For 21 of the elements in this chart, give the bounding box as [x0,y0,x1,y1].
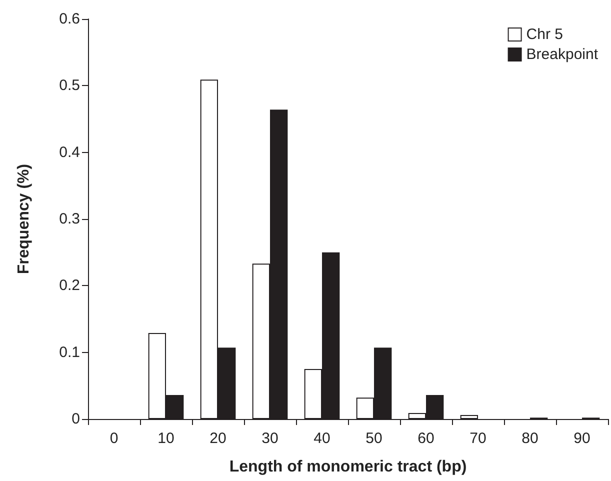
legend-label: Chr 5 [526,26,563,43]
y-tick-label: 0.4 [59,144,80,161]
y-axis-title: Frequency (%) [16,164,32,274]
x-tick-label: 50 [366,430,382,447]
y-tick-label: 0.5 [59,77,80,94]
legend-label: Breakpoint [526,46,599,63]
x-tick-label: 40 [314,430,330,447]
x-tick-label: 80 [522,430,538,447]
x-tick-label: 90 [574,430,590,447]
y-tick-label: 0.6 [59,10,80,28]
x-tick-label: 60 [418,430,434,447]
y-tick-label: 0.1 [59,344,80,361]
x-tick-label: 10 [158,430,174,447]
x-axis-title: Length of monomeric tract (bp) [229,458,467,476]
x-tick-label: 70 [470,430,486,447]
y-tick-label: 0.3 [59,210,80,228]
x-tick-label: 30 [262,430,278,447]
y-tick-label: 0.2 [59,277,80,294]
y-tick-label: 0 [72,410,80,428]
x-tick-label: 20 [210,430,226,447]
x-tick-label: 0 [110,430,118,447]
